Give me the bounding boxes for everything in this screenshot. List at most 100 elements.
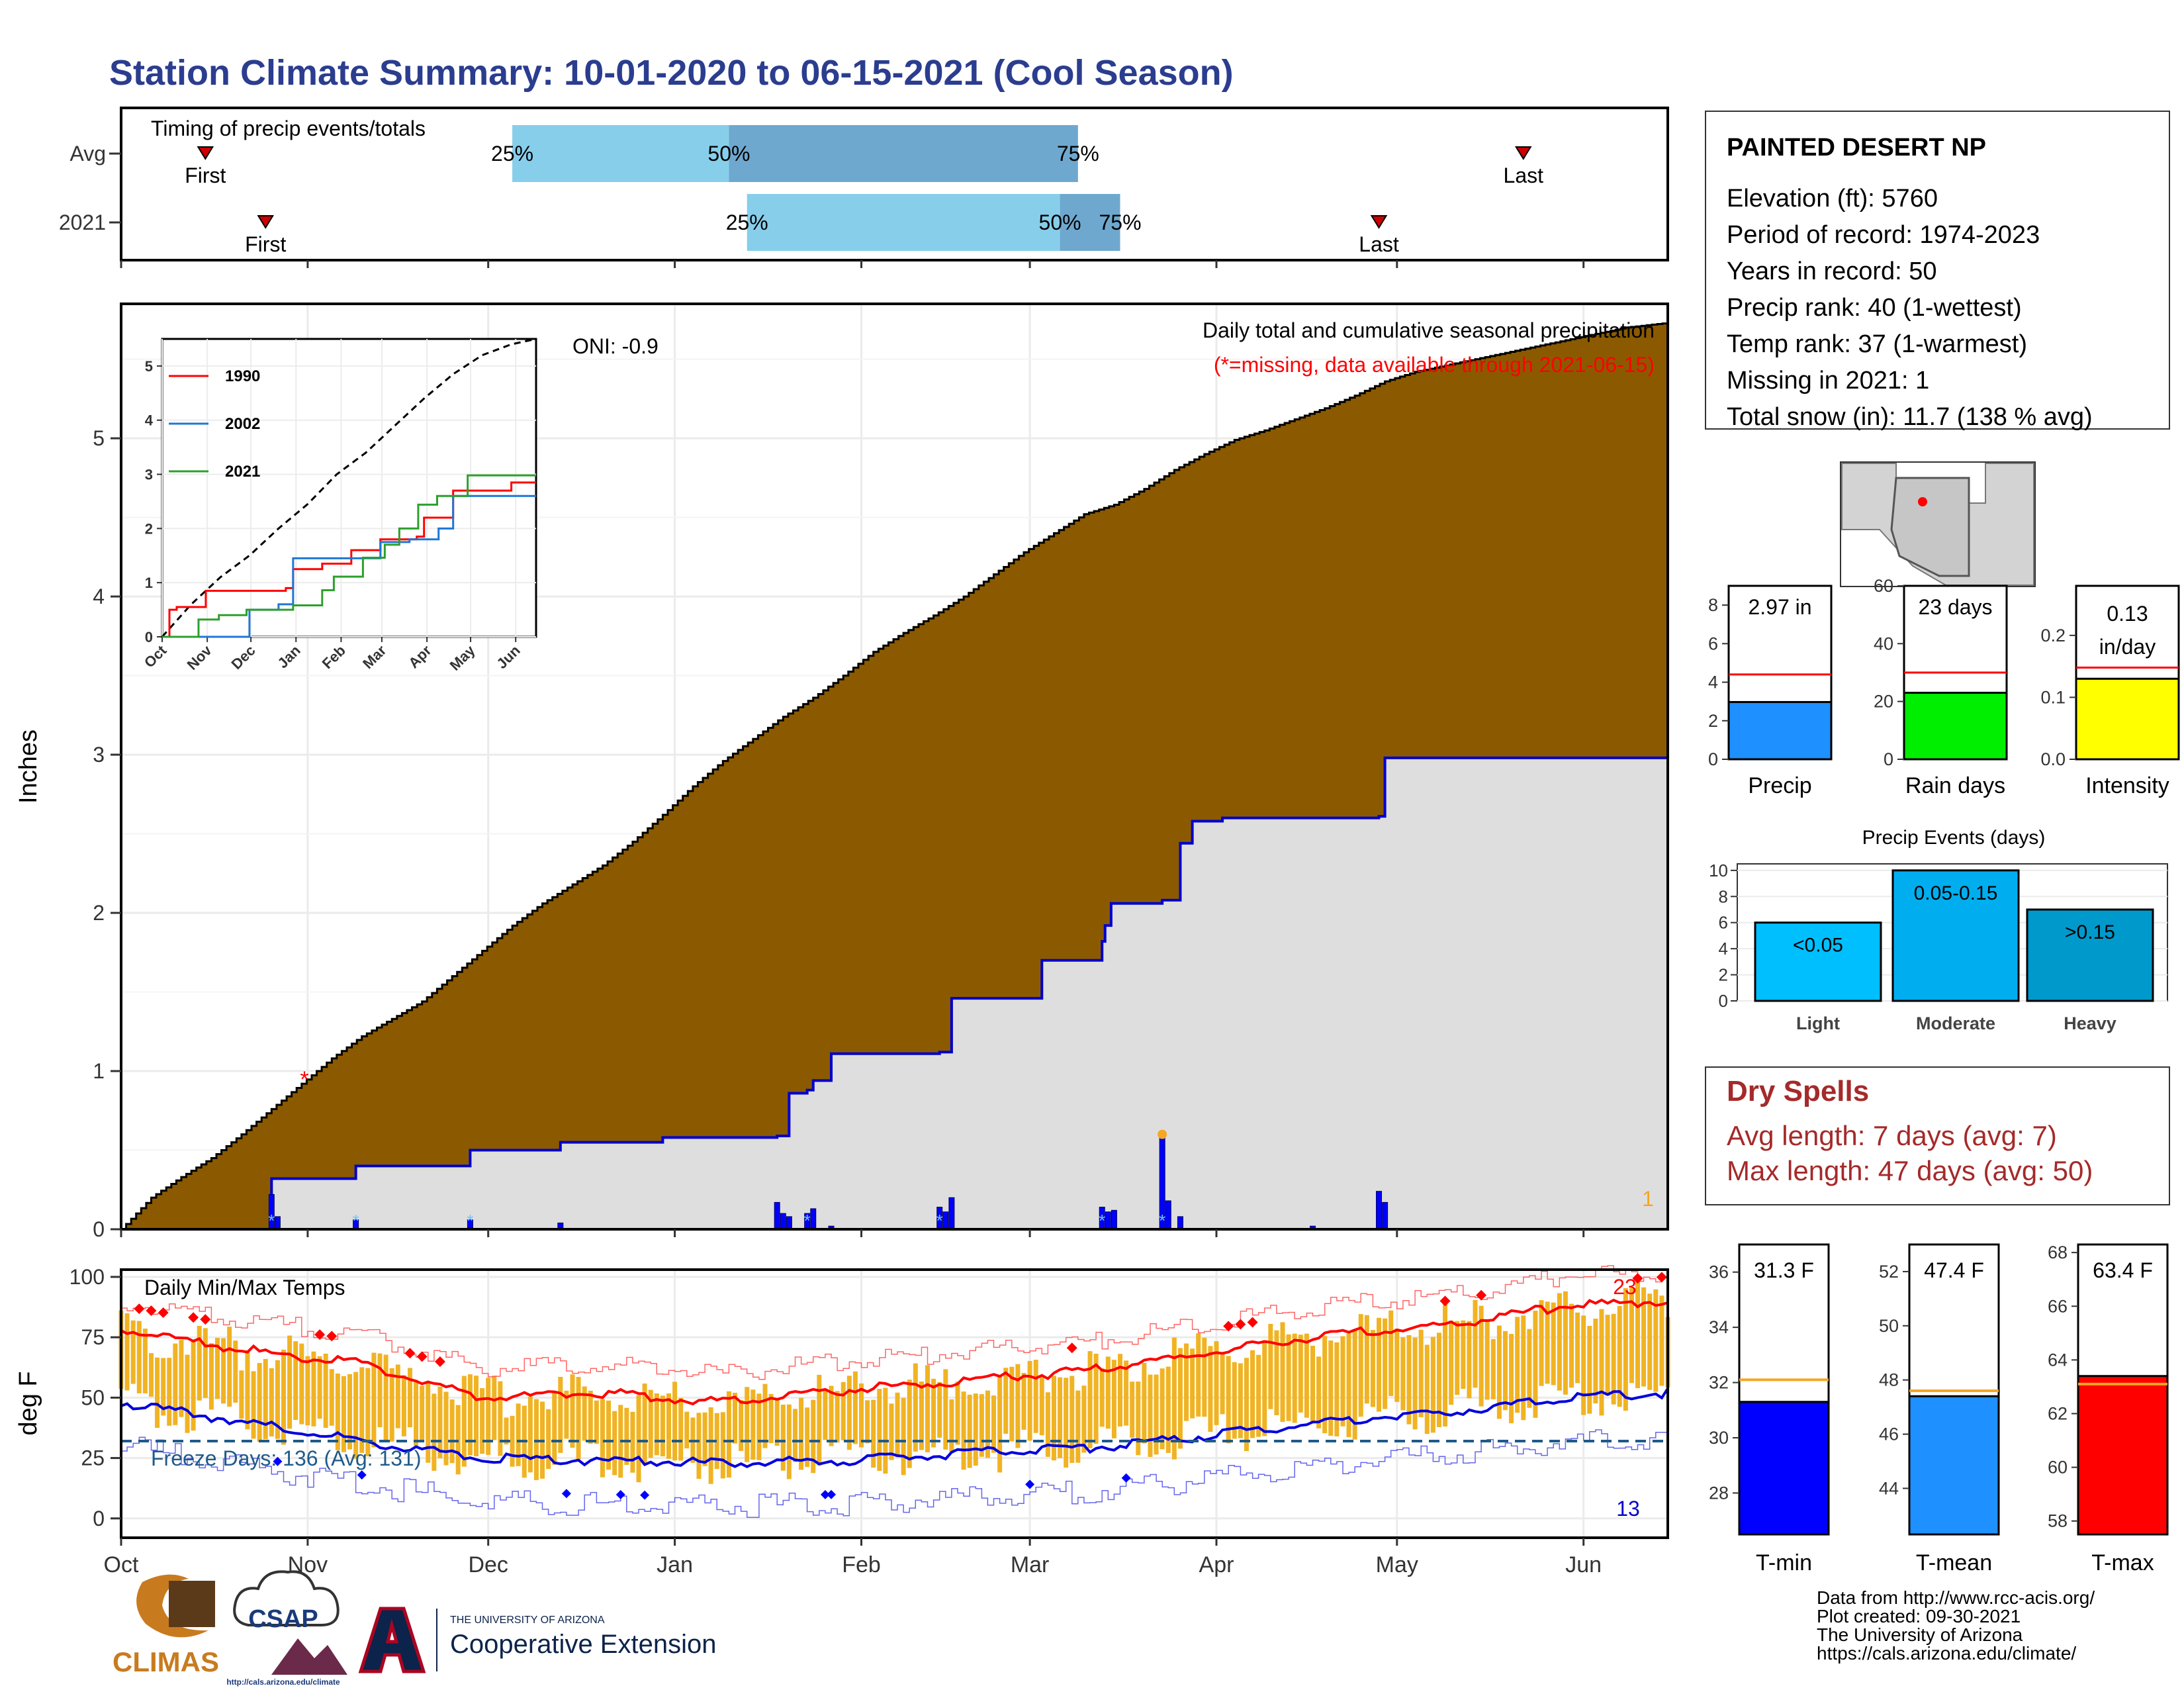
daily-temp-bar — [221, 1338, 226, 1404]
temp-x-tick-label: Jan — [657, 1552, 693, 1577]
timing-event-marker — [197, 146, 214, 160]
summary-precip-y-tick-label: 4 — [1708, 673, 1718, 692]
daily-temp-bar — [751, 1389, 756, 1460]
daily-precip-bar — [1376, 1191, 1383, 1230]
summary-temp-y-tick-label: 60 — [2048, 1458, 2068, 1477]
summary-temp-category: T-min — [1756, 1550, 1812, 1575]
climas-logo-text: CLIMAS — [113, 1646, 219, 1677]
daily-temp-bar — [919, 1382, 924, 1450]
precip-events-y-tick-label: 10 — [1709, 861, 1728, 880]
daily-temp-bar — [1461, 1320, 1466, 1389]
precip-events-y-tick-label: 6 — [1719, 913, 1728, 933]
daily-temp-bar — [1412, 1337, 1418, 1430]
daily-temp-bar — [1142, 1362, 1147, 1444]
daily-temp-bar — [901, 1397, 906, 1476]
daily-temp-bar — [1653, 1289, 1659, 1392]
daily-temp-bar — [323, 1353, 328, 1429]
daily-temp-bar — [179, 1340, 184, 1417]
inset-legend-label: 2002 — [225, 415, 260, 433]
temp-x-tick-label: Feb — [842, 1552, 881, 1577]
record-high-marker — [434, 1356, 445, 1368]
daily-temp-bar — [1058, 1377, 1063, 1458]
daily-temp-bar — [1274, 1330, 1279, 1415]
summary-precip-category: Rain days — [1905, 773, 2005, 798]
daily-temp-bar — [1575, 1312, 1580, 1383]
daily-temp-bar — [263, 1358, 268, 1440]
record-low-marker — [561, 1489, 571, 1499]
precip-events-y-tick-label: 2 — [1719, 965, 1728, 985]
precip-events-bar — [1754, 921, 1882, 1002]
daily-temp-bar — [1352, 1329, 1357, 1440]
daily-temp-bar — [155, 1357, 160, 1429]
daily-temp-bar — [1051, 1376, 1056, 1461]
station-info-box: PAINTED DESERT NP Elevation (ft): 5760 Pe… — [1705, 111, 2170, 431]
dry-spells-avg: Avg length: 7 days (avg: 7) — [1727, 1120, 2057, 1151]
daily-temp-bar — [1177, 1348, 1183, 1449]
daily-temp-bar — [1196, 1333, 1201, 1417]
daily-temp-bar — [227, 1327, 232, 1407]
daily-temp-bar — [1599, 1309, 1604, 1416]
timing-event-label: Last — [1504, 164, 1544, 187]
summary-precip-y-tick-label: 40 — [1874, 633, 1893, 653]
daily-temp-bar — [817, 1374, 822, 1466]
daily-temp-bar — [714, 1413, 719, 1470]
summary-temp-y-tick-label: 68 — [2048, 1243, 2068, 1262]
timing-row-label: 2021 — [59, 211, 106, 234]
summary-precip-value-unit: in/day — [2099, 635, 2156, 659]
daily-temp-bar — [1377, 1317, 1382, 1412]
daily-temp-bar — [1521, 1315, 1526, 1421]
daily-temp-bar — [612, 1411, 617, 1476]
daily-temp-bar — [1551, 1302, 1556, 1385]
dry-spells-box: Dry Spells Avg length: 7 days (avg: 7) M… — [1705, 1066, 2170, 1205]
summary-precip-category: Precip — [1748, 773, 1811, 798]
snow-marker: * — [804, 1211, 811, 1231]
record-high-marker — [404, 1348, 416, 1359]
summary-temp-y-tick-label: 34 — [1709, 1317, 1729, 1337]
daily-temp-bar — [510, 1415, 515, 1467]
daily-temp-bar — [1641, 1287, 1647, 1387]
daily-temp-bar — [780, 1404, 786, 1471]
precip-events-bar — [2026, 908, 2154, 1002]
daily-temp-bar — [1015, 1364, 1021, 1448]
inset-line-avg — [161, 338, 537, 638]
daily-temp-bar — [161, 1358, 166, 1416]
record-low-marker — [640, 1490, 650, 1500]
daily-temp-bar — [414, 1382, 419, 1446]
daily-temp-bar — [967, 1394, 972, 1468]
station-info-line: Years in record: 50 — [1727, 258, 1937, 285]
csap-logo: CSAP http://cals.arizona.edu/climate — [226, 1570, 347, 1687]
inset-y-tick-label: 3 — [145, 467, 153, 483]
daily-temp-bar — [1130, 1382, 1135, 1438]
station-name: PAINTED DESERT NP — [1727, 134, 1986, 162]
daily-temp-bar — [642, 1383, 647, 1465]
record-high-count: 23 — [1613, 1275, 1637, 1299]
summary-temp-y-tick-label: 52 — [1879, 1262, 1899, 1282]
inset-y-tick-label: 0 — [145, 629, 153, 645]
daily-temp-bar — [1545, 1301, 1550, 1384]
summary-precip-y-tick-label: 60 — [1874, 576, 1893, 596]
daily-temp-bar — [251, 1371, 256, 1439]
daily-temp-bar — [786, 1404, 792, 1479]
inset-legend-label: 2021 — [225, 463, 260, 481]
daily-temp-bar — [305, 1356, 310, 1426]
daily-temp-bar — [1424, 1344, 1430, 1434]
inset-y-tick-label: 5 — [145, 358, 153, 375]
climas-emblem — [136, 1574, 208, 1638]
daily-temp-bar — [1118, 1354, 1123, 1427]
daily-temp-bar — [329, 1369, 334, 1426]
daily-temp-bar — [504, 1417, 509, 1445]
daily-temp-bar — [185, 1354, 190, 1433]
csap-logo-text: CSAP — [248, 1605, 318, 1633]
timing-q75-label: 75% — [1057, 142, 1099, 165]
daily-temp-bar — [672, 1382, 678, 1461]
precip-missing-note: (*=missing, data available through 2021-… — [1214, 353, 1655, 377]
record-high-marker — [1656, 1272, 1667, 1283]
daily-temp-bar — [1220, 1353, 1225, 1415]
station-info-line: Elevation (ft): 5760 — [1727, 185, 1938, 212]
daily-temp-bar — [762, 1383, 768, 1448]
precip-events-bar-label: 0.05-0.15 — [1914, 882, 1998, 904]
daily-temp-bar — [973, 1393, 978, 1466]
oni-value: ONI: -0.9 — [572, 334, 659, 358]
record-low-marker — [1025, 1479, 1035, 1489]
temp-y-tick-label: 100 — [69, 1265, 105, 1289]
